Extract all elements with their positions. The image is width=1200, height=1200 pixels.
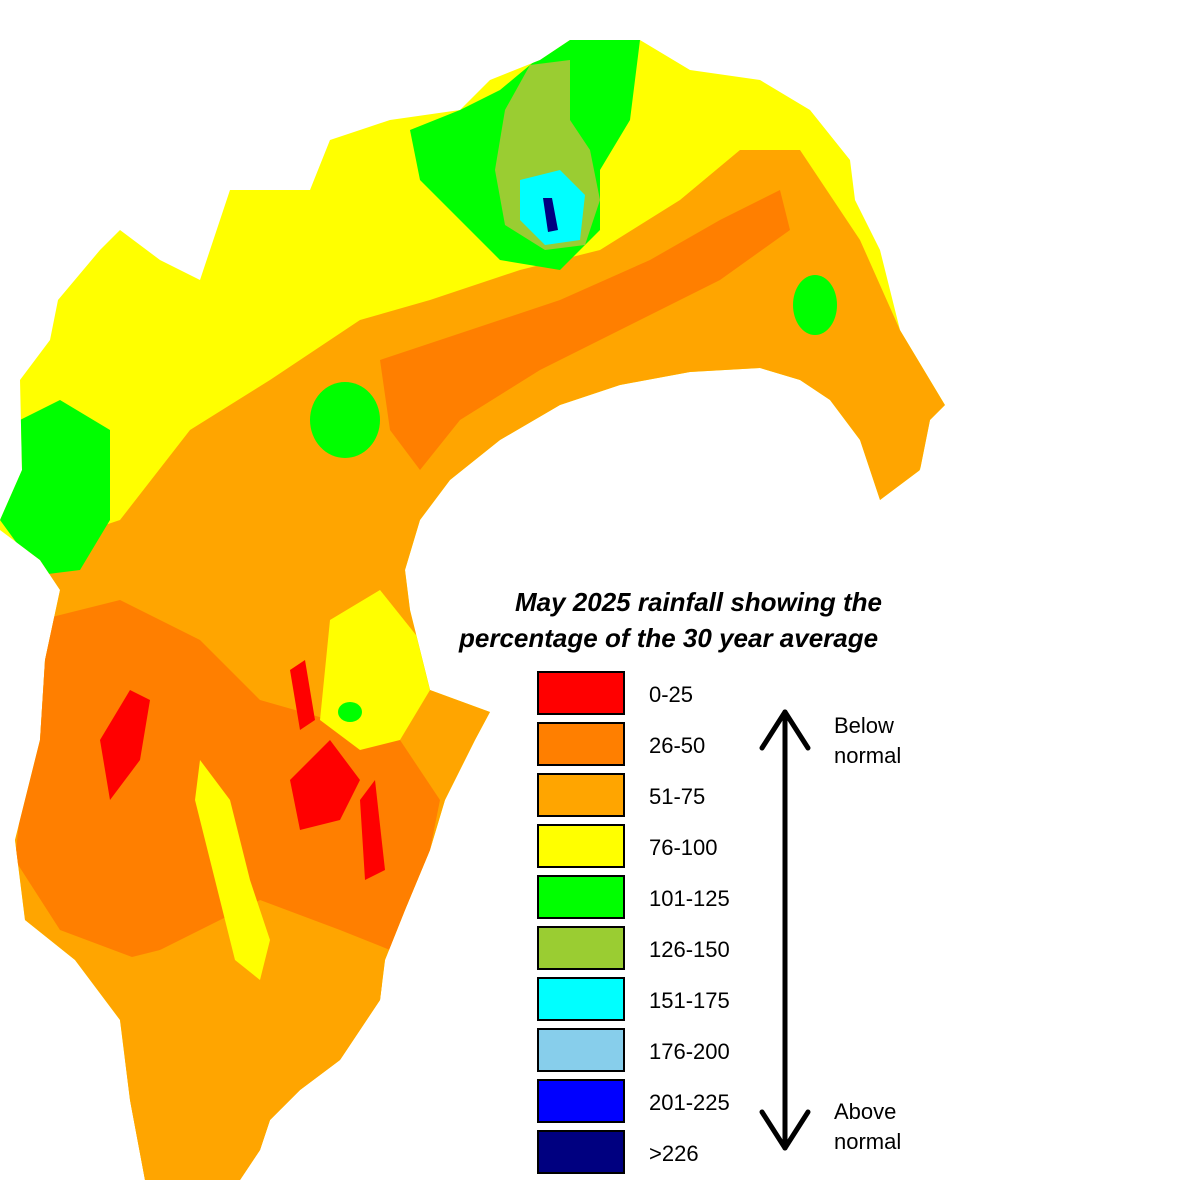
legend-label: 126-150: [649, 937, 730, 962]
legend-label: 51-75: [649, 784, 706, 809]
zone-101-125-east: [793, 275, 837, 335]
map-title-line1: May 2025 rainfall showing the: [515, 587, 882, 617]
zone-51-75-south: [120, 920, 390, 1180]
legend-swatch: [537, 926, 625, 970]
above-normal-line2: normal: [834, 1129, 902, 1154]
above-normal-label: Above normal: [834, 1097, 901, 1157]
legend-swatch: [537, 824, 625, 868]
zone-76-100-valley: [195, 760, 270, 980]
legend-swatch: [537, 977, 625, 1021]
below-normal-line2: normal: [834, 743, 902, 768]
zone-26-50-east: [380, 190, 790, 470]
zone-101-125-central: [310, 382, 380, 458]
zone-101-125-small: [338, 702, 362, 722]
zone-101-125-west: [0, 400, 110, 575]
below-normal-label: Below normal: [834, 711, 901, 771]
legend-label: 76-100: [649, 835, 718, 860]
zone-0-25-a: [100, 690, 150, 800]
map-title-line2: percentage of the 30 year average: [459, 623, 879, 653]
legend-label: 201-225: [649, 1090, 730, 1115]
legend-label: 26-50: [649, 733, 706, 758]
scale-arrow: [759, 709, 811, 1151]
legend-label: 101-125: [649, 886, 730, 911]
above-normal-line1: Above: [834, 1099, 897, 1124]
legend-swatch: [537, 773, 625, 817]
legend-swatch: [537, 722, 625, 766]
legend-swatch: [537, 1028, 625, 1072]
below-normal-line1: Below: [834, 713, 894, 738]
zone-226-plus: [543, 198, 558, 232]
legend-swatch: [537, 1130, 625, 1174]
zone-0-25-b: [290, 740, 360, 830]
legend-swatch: [537, 671, 625, 715]
zone-0-25-d: [290, 660, 315, 730]
legend-label: 0-25: [649, 682, 694, 707]
legend-swatch: [537, 875, 625, 919]
legend-swatch: [537, 1079, 625, 1123]
zone-26-50-south: [15, 600, 440, 960]
legend-label: 176-200: [649, 1039, 730, 1064]
legend-label: 151-175: [649, 988, 730, 1013]
legend-label: >226: [649, 1141, 699, 1166]
zone-0-25-c: [360, 780, 385, 880]
